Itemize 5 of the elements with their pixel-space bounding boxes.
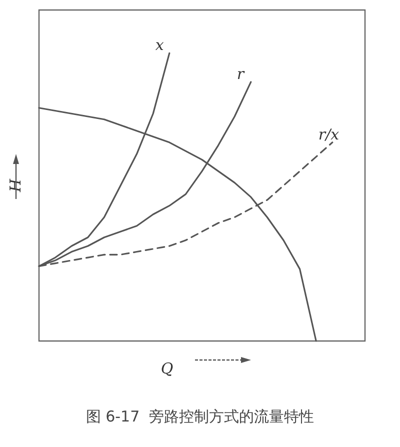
series-label: x — [155, 36, 164, 54]
series-label: r/x — [318, 125, 340, 144]
x-axis-title: Q — [160, 360, 174, 378]
series-label: r — [236, 64, 245, 83]
text: 图 6-17 旁路控制方式的流量特性 — [86, 408, 314, 426]
